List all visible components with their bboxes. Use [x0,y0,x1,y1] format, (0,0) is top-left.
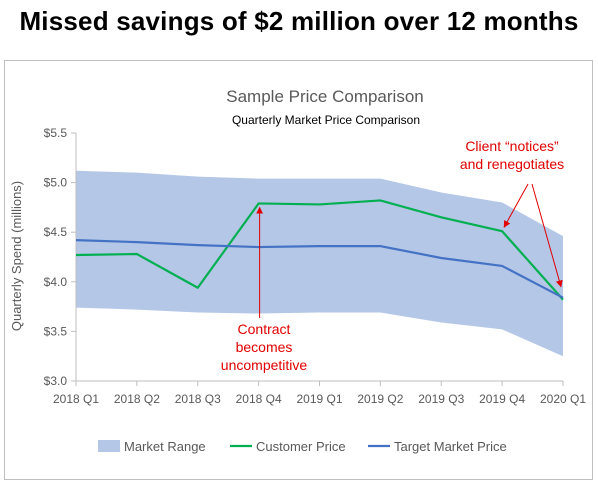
legend-label-market-range: Market Range [124,439,206,454]
x-tick-label: 2018 Q3 [175,392,221,406]
target-market-price-line [75,239,564,299]
x-tick-label: 2018 Q1 [53,392,99,406]
y-tick-label: $5.5 [44,126,68,140]
annotation-contract-line: Contract [238,321,291,337]
annotation-contract-line: uncompetitive [221,357,308,373]
renegotiate-arrow-left [503,183,529,228]
legend-swatch-market-range [98,440,120,452]
x-tick-label: 2019 Q4 [479,392,525,406]
y-tick-label: $3.0 [44,374,68,388]
chart-subtitle: Quarterly Market Price Comparison [232,113,420,127]
x-tick-label: 2018 Q2 [114,392,160,406]
y-axis-label: Quarterly Spend (millions) [9,181,24,331]
y-tick-label: $4.5 [44,225,68,239]
renegotiate-arrow-right [531,183,563,288]
x-tick-label: 2019 Q2 [357,392,403,406]
annotation-client-line: and renegotiates [460,156,564,172]
chart-title: Sample Price Comparison [226,87,423,106]
annotation-contract-line: becomes [236,339,293,355]
x-tick-label: 2019 Q3 [418,392,464,406]
legend-label-customer-price: Customer Price [256,439,346,454]
chart-frame [4,60,593,480]
y-tick-label: $4.0 [44,275,68,289]
x-tick-label: 2019 Q1 [296,392,342,406]
customer-price-line [75,199,564,301]
headline: Missed savings of $2 million over 12 mon… [19,6,579,36]
annotation-client-line: Client “notices” [465,138,559,154]
y-tick-label: $3.5 [44,324,68,338]
y-tick-label: $5.0 [44,176,68,190]
x-tick-label: 2020 Q1 [540,392,586,406]
legend-label-target-market-price: Target Market Price [394,439,507,454]
x-tick-label: 2018 Q4 [236,392,282,406]
